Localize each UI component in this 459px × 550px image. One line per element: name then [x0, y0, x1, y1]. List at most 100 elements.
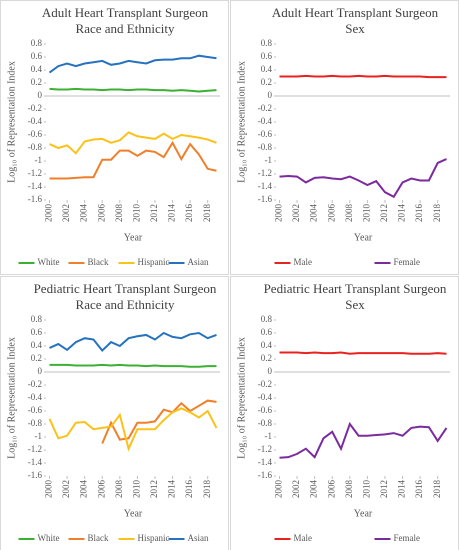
series-line [49, 363, 217, 368]
y-tick-label: -0.6 [28, 129, 43, 139]
y-tick-label: -1.4 [258, 457, 273, 467]
x-tick-label: 2016 [414, 204, 424, 223]
y-tick-label: -0.2 [258, 379, 272, 389]
y-tick-label: 0.2 [261, 353, 272, 363]
y-tick-label: -0.4 [28, 116, 43, 126]
y-tick-label: -1.4 [28, 181, 43, 191]
x-tick-label: 2000 [274, 480, 284, 499]
y-tick-label: 0.2 [31, 77, 42, 87]
x-tick-label: 2008 [114, 204, 124, 223]
series-line [49, 331, 217, 353]
chart-title: Adult Heart Transplant Surgeon [42, 5, 209, 20]
y-tick-label: 0.8 [261, 38, 273, 48]
y-tick-label: 0.4 [261, 340, 273, 350]
y-tick-label: -1.2 [258, 168, 272, 178]
series-line [279, 74, 447, 79]
x-tick-label: 2014 [397, 480, 407, 499]
y-tick-label: -1 [265, 431, 273, 441]
x-tick-label: 2004 [309, 480, 319, 499]
x-tick-label: 2014 [397, 204, 407, 223]
chart-subtitle: Race and Ethnicity [76, 21, 175, 36]
x-axis-label: Year [124, 508, 143, 519]
x-tick-label: 2014 [167, 204, 177, 223]
x-tick-label: 2004 [309, 204, 319, 223]
y-tick-label: 0.2 [261, 77, 272, 87]
x-tick-label: 2006 [96, 204, 106, 223]
y-tick-label: 0.4 [31, 340, 43, 350]
y-tick-label: -0.8 [28, 142, 43, 152]
y-tick-label: -1 [265, 155, 273, 165]
y-tick-label: -1.6 [258, 194, 273, 204]
y-tick-label: -1.4 [258, 181, 273, 191]
legend-label: Black [88, 257, 109, 267]
y-tick-label: -1.4 [28, 457, 43, 467]
y-tick-label: 0.6 [261, 51, 273, 61]
y-tick-label: 0.4 [261, 64, 273, 74]
chart-title: Pediatric Heart Transplant Surgeon [264, 281, 447, 296]
legend-label: Female [394, 533, 421, 543]
x-tick-label: 2018 [202, 480, 212, 499]
y-tick-label: 0 [268, 90, 273, 100]
legend-label: Black [88, 533, 109, 543]
x-tick-label: 2010 [131, 204, 141, 223]
x-tick-label: 2008 [114, 480, 124, 499]
y-tick-label: -1.6 [28, 194, 43, 204]
y-tick-label: -1.2 [28, 444, 42, 454]
x-tick-label: 2006 [326, 480, 336, 499]
y-axis-label: Log₁₀ of Representation Index [6, 61, 17, 183]
y-tick-label: 0.2 [31, 353, 42, 363]
legend-label: Asian [188, 257, 209, 267]
y-tick-label: -0.4 [258, 392, 273, 402]
legend-label: White [38, 257, 60, 267]
x-tick-label: 2002 [61, 480, 71, 498]
y-tick-label: -0.6 [258, 129, 273, 139]
x-tick-label: 2010 [131, 480, 141, 499]
x-tick-label: 2008 [344, 480, 354, 499]
series-line [48, 407, 218, 452]
y-tick-label: 0.6 [261, 327, 273, 337]
y-tick-label: -0.4 [28, 392, 43, 402]
x-tick-label: 2012 [149, 480, 159, 498]
x-tick-label: 2006 [96, 480, 106, 499]
y-axis-label: Log₁₀ of Representation Index [6, 337, 17, 459]
y-tick-label: 0.6 [31, 51, 43, 61]
x-tick-label: 2010 [361, 204, 371, 223]
series-line [279, 351, 447, 355]
x-tick-label: 2000 [44, 480, 54, 499]
x-axis-label: Year [354, 508, 373, 519]
y-tick-label: 0 [38, 366, 43, 376]
chart-subtitle: Sex [345, 21, 365, 36]
y-tick-label: 0.8 [31, 314, 43, 324]
y-tick-label: -1 [35, 431, 43, 441]
legend-label: Female [394, 257, 421, 267]
legend-label: Male [294, 257, 313, 267]
x-tick-label: 2008 [344, 204, 354, 223]
y-tick-label: -0.2 [28, 379, 42, 389]
y-axis-label: Log₁₀ of Representation Index [236, 61, 247, 183]
y-tick-label: 0.6 [31, 327, 43, 337]
x-tick-label: 2012 [149, 204, 159, 222]
y-tick-label: -0.8 [28, 418, 43, 428]
y-tick-label: -0.2 [28, 103, 42, 113]
y-tick-label: -1.6 [28, 470, 43, 480]
y-tick-label: 0.4 [31, 64, 43, 74]
y-tick-label: -0.2 [258, 103, 272, 113]
x-tick-label: 2000 [274, 204, 284, 223]
y-tick-label: -1.6 [258, 470, 273, 480]
series-line [49, 87, 217, 93]
x-tick-label: 2002 [291, 480, 301, 498]
legend-label: Hispanic [138, 257, 170, 267]
x-tick-label: 2000 [44, 204, 54, 223]
x-tick-label: 2010 [361, 480, 371, 499]
y-tick-label: 0.8 [31, 38, 43, 48]
series-line [279, 158, 447, 199]
series-line [48, 54, 217, 74]
x-axis-label: Year [124, 232, 143, 243]
x-tick-label: 2018 [202, 204, 212, 223]
x-tick-label: 2018 [432, 480, 442, 499]
y-tick-label: 0 [38, 90, 43, 100]
y-tick-label: -1.2 [258, 444, 272, 454]
